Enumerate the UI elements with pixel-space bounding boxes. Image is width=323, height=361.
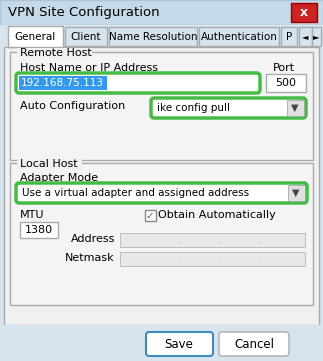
Text: 500: 500 [276, 78, 297, 88]
Text: 192.168.75.113: 192.168.75.113 [21, 78, 104, 88]
Text: ▼: ▼ [291, 103, 299, 113]
Text: 1380: 1380 [25, 225, 53, 235]
Bar [0, 25, 323, 47]
Text: Address: Address [71, 234, 115, 244]
Text: Host Name or IP Address: Host Name or IP Address [20, 63, 158, 73]
Text: Authentication: Authentication [201, 31, 277, 42]
FancyBboxPatch shape [16, 73, 260, 93]
Bar [109, 27, 197, 46]
Bar [120, 233, 305, 247]
Text: Adapter Mode: Adapter Mode [20, 173, 98, 183]
Text: ►: ► [313, 32, 319, 41]
Bar [287, 100, 304, 116]
Text: Name Resolution: Name Resolution [109, 31, 197, 42]
Text: ✓: ✓ [145, 210, 154, 221]
Text: Cancel: Cancel [234, 338, 274, 351]
Bar [10, 52, 313, 160]
Text: .: . [218, 254, 222, 264]
Text: ◄: ◄ [302, 32, 308, 41]
Text: Obtain Automatically: Obtain Automatically [158, 210, 276, 221]
Bar [266, 74, 306, 92]
Bar [291, 3, 317, 22]
Text: Port: Port [273, 63, 295, 73]
Text: Save: Save [164, 338, 193, 351]
Text: .: . [178, 254, 182, 264]
Text: MTU: MTU [20, 210, 45, 220]
Text: General: General [15, 31, 56, 42]
Text: Use a virtual adapter and assigned address: Use a virtual adapter and assigned addre… [22, 188, 249, 198]
Text: ▼: ▼ [292, 188, 300, 198]
Bar [0, 0, 323, 25]
Text: x: x [300, 6, 308, 19]
Text: VPN Site Configuration: VPN Site Configuration [8, 6, 160, 19]
Bar [17, 48, 92, 58]
Text: .: . [258, 254, 262, 264]
FancyBboxPatch shape [151, 98, 306, 118]
Bar [199, 27, 279, 46]
Bar [0, 325, 323, 361]
Bar [145, 210, 156, 221]
Bar [8, 26, 63, 47]
Text: Remote Host: Remote Host [20, 48, 92, 58]
FancyBboxPatch shape [146, 332, 213, 356]
FancyBboxPatch shape [16, 183, 307, 203]
Text: P: P [286, 31, 292, 42]
Bar [4, 47, 319, 325]
FancyBboxPatch shape [219, 332, 289, 356]
Text: Auto Configuration: Auto Configuration [20, 101, 125, 111]
Bar [120, 252, 305, 266]
Text: .: . [178, 235, 182, 245]
Bar [281, 27, 297, 46]
Text: .: . [218, 235, 222, 245]
Bar [65, 27, 107, 46]
Bar [312, 27, 321, 46]
Text: ike config pull: ike config pull [157, 103, 230, 113]
Bar [19, 76, 107, 90]
Bar [17, 159, 82, 169]
Bar [299, 27, 312, 46]
Bar [20, 222, 58, 238]
Bar [10, 163, 313, 305]
Text: Local Host: Local Host [20, 159, 78, 169]
Text: Netmask: Netmask [65, 253, 115, 263]
Bar [288, 185, 305, 201]
Text: Client: Client [71, 31, 101, 42]
Text: .: . [258, 235, 262, 245]
